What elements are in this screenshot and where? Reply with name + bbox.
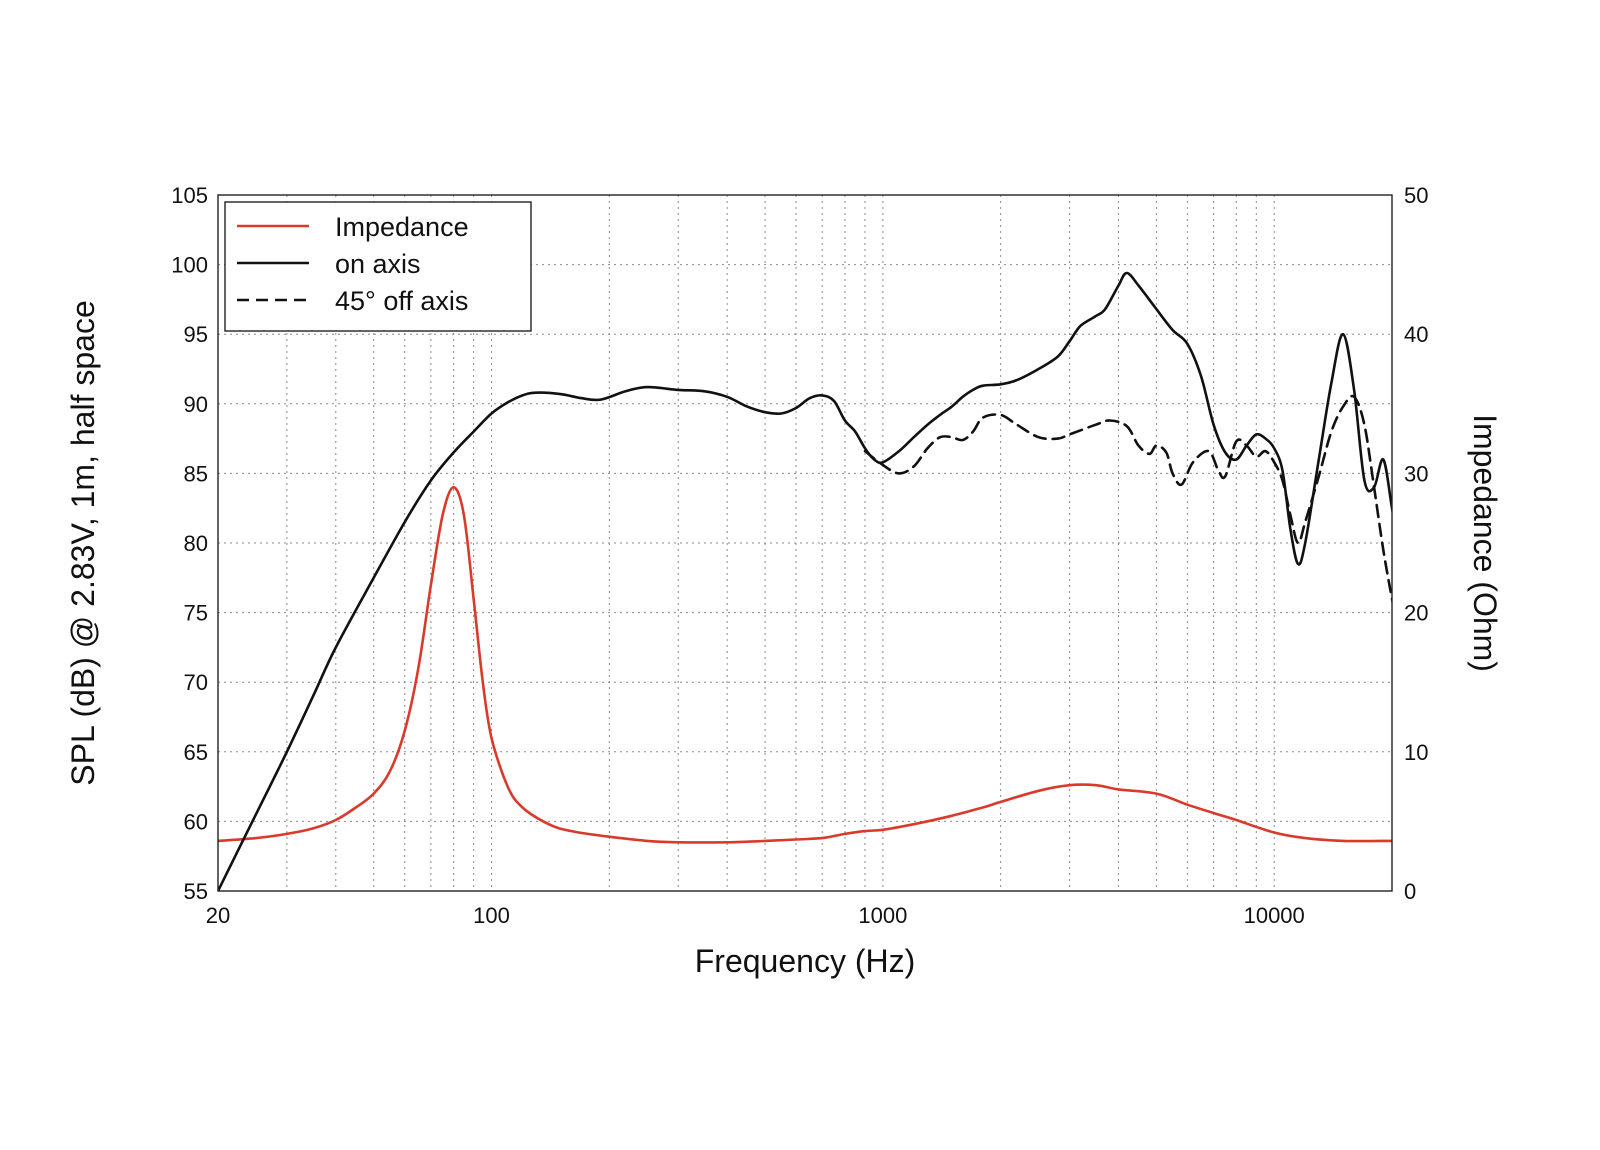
legend-box (224, 201, 532, 332)
grid (218, 195, 1392, 891)
y-tick-label: 85 (184, 461, 208, 486)
x-tick-label: 10000 (1244, 903, 1305, 928)
y-tick-label: 75 (184, 601, 208, 626)
legend-label-45-off-axis: 45° off axis (335, 286, 468, 316)
x-tick-label: 20 (206, 903, 230, 928)
y-tick-label: 90 (184, 392, 208, 417)
y-tick-label: 100 (171, 253, 208, 278)
plot-frame (217, 194, 1393, 892)
y2-tick-label: 40 (1404, 322, 1428, 347)
y-tick-label: 65 (184, 740, 208, 765)
y2-tick-label: 0 (1404, 879, 1416, 904)
y-tick-label: 55 (184, 879, 208, 904)
legend: Impedance on axis 45° off axis (224, 201, 532, 332)
series-line-45-off-axis (863, 394, 1392, 606)
y-axis-title: SPL (dB) @ 2.83V, 1m, half space (65, 300, 101, 785)
x-tick-label: 1000 (858, 903, 907, 928)
y-tick-label: 60 (184, 809, 208, 834)
y2-axis-title: Impedance (Ohm) (1467, 414, 1503, 672)
x-tick-label: 100 (473, 903, 510, 928)
series-lines (218, 271, 1392, 891)
legend-label-on-axis: on axis (335, 249, 421, 279)
y2-tick-label: 50 (1404, 183, 1428, 208)
y-tick-label: 95 (184, 322, 208, 347)
x-axis-title: Frequency (Hz) (695, 943, 916, 979)
y2-tick-label: 10 (1404, 740, 1428, 765)
y-tick-label: 70 (184, 670, 208, 695)
tick-labels: 55 60 65 70 75 80 85 90 95 100 105 0 10 20 30 40 50 20 100… (171, 183, 1428, 928)
series-line-impedance (218, 486, 1392, 844)
legend-label-impedance: Impedance (335, 212, 469, 242)
y2-tick-label: 30 (1404, 461, 1428, 486)
y2-tick-label: 20 (1404, 601, 1428, 626)
y-tick-label: 105 (171, 183, 208, 208)
y-tick-label: 80 (184, 531, 208, 556)
